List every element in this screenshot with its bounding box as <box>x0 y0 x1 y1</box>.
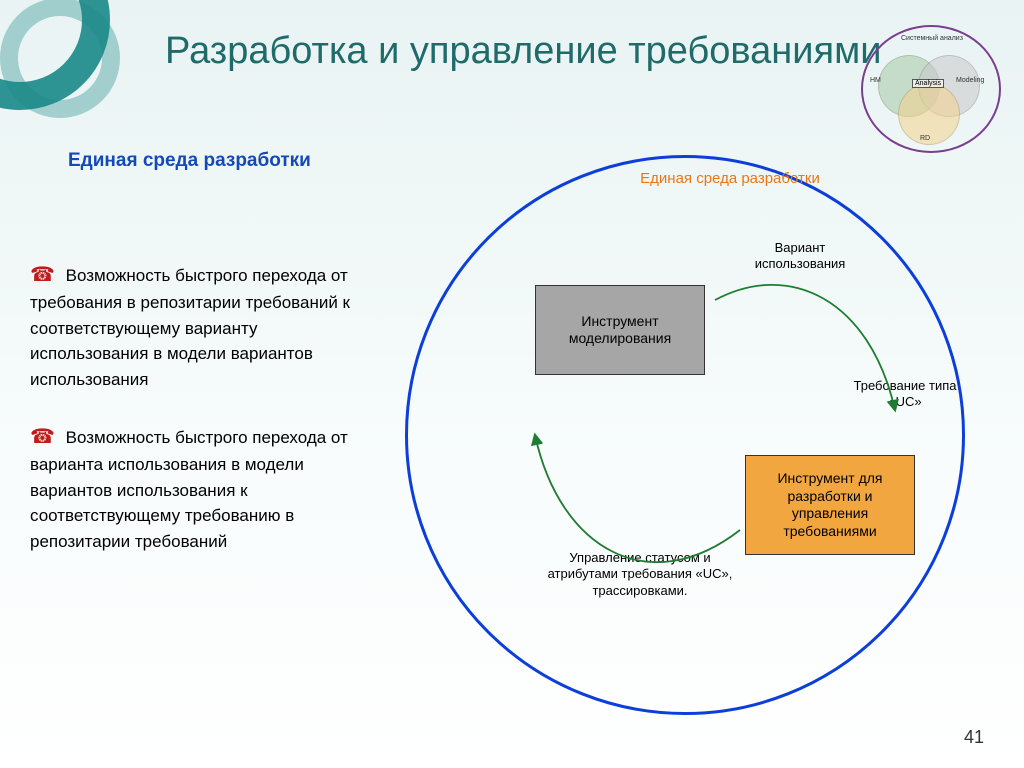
environment-circle <box>405 155 965 715</box>
bullet-text: Возможность быстрого перехода от требова… <box>30 266 350 389</box>
page-subtitle: Единая среда разработки <box>68 150 311 172</box>
bullet-item: ☎ Возможность быстрого перехода от требо… <box>30 260 370 392</box>
bullet-list: ☎ Возможность быстрого перехода от требо… <box>30 260 370 584</box>
venn-graphic: Системный анализ HM Modeling RD Analysis <box>856 25 1006 155</box>
environment-circle-title: Единая среда разработки <box>640 170 820 189</box>
phone-icon: ☎ <box>30 264 55 286</box>
node-tool-modeling: Инструмент моделирования <box>535 285 705 375</box>
environment-diagram: Единая среда разработки Инструмент модел… <box>400 150 1000 710</box>
bullet-text: Возможность быстрого перехода от вариант… <box>30 428 348 551</box>
label-status: Управление статусом и атрибутами требова… <box>545 550 735 599</box>
venn-label-rd: RD <box>920 135 930 142</box>
page-number: 41 <box>964 727 984 748</box>
node-label: Инструмент моделирования <box>542 313 698 348</box>
label-variant: Вариант использования <box>730 240 870 273</box>
venn-top-label: Системный анализ <box>901 35 963 42</box>
node-label: Инструмент для разработки и управления т… <box>752 470 908 540</box>
venn-label-hm: HM <box>870 77 881 84</box>
corner-decoration <box>0 0 130 130</box>
label-reqtype: Требование типа «UC» <box>840 378 970 411</box>
page-title: Разработка и управление требованиями <box>165 30 881 74</box>
phone-icon: ☎ <box>30 426 55 448</box>
venn-center-box: Analysis <box>912 79 944 88</box>
bullet-item: ☎ Возможность быстрого перехода от вариа… <box>30 422 370 554</box>
venn-label-mod: Modeling <box>956 77 984 84</box>
node-tool-reqmgmt: Инструмент для разработки и управления т… <box>745 455 915 555</box>
slide: Разработка и управление требованиями Еди… <box>0 0 1024 768</box>
deco-ring-small <box>0 0 120 118</box>
